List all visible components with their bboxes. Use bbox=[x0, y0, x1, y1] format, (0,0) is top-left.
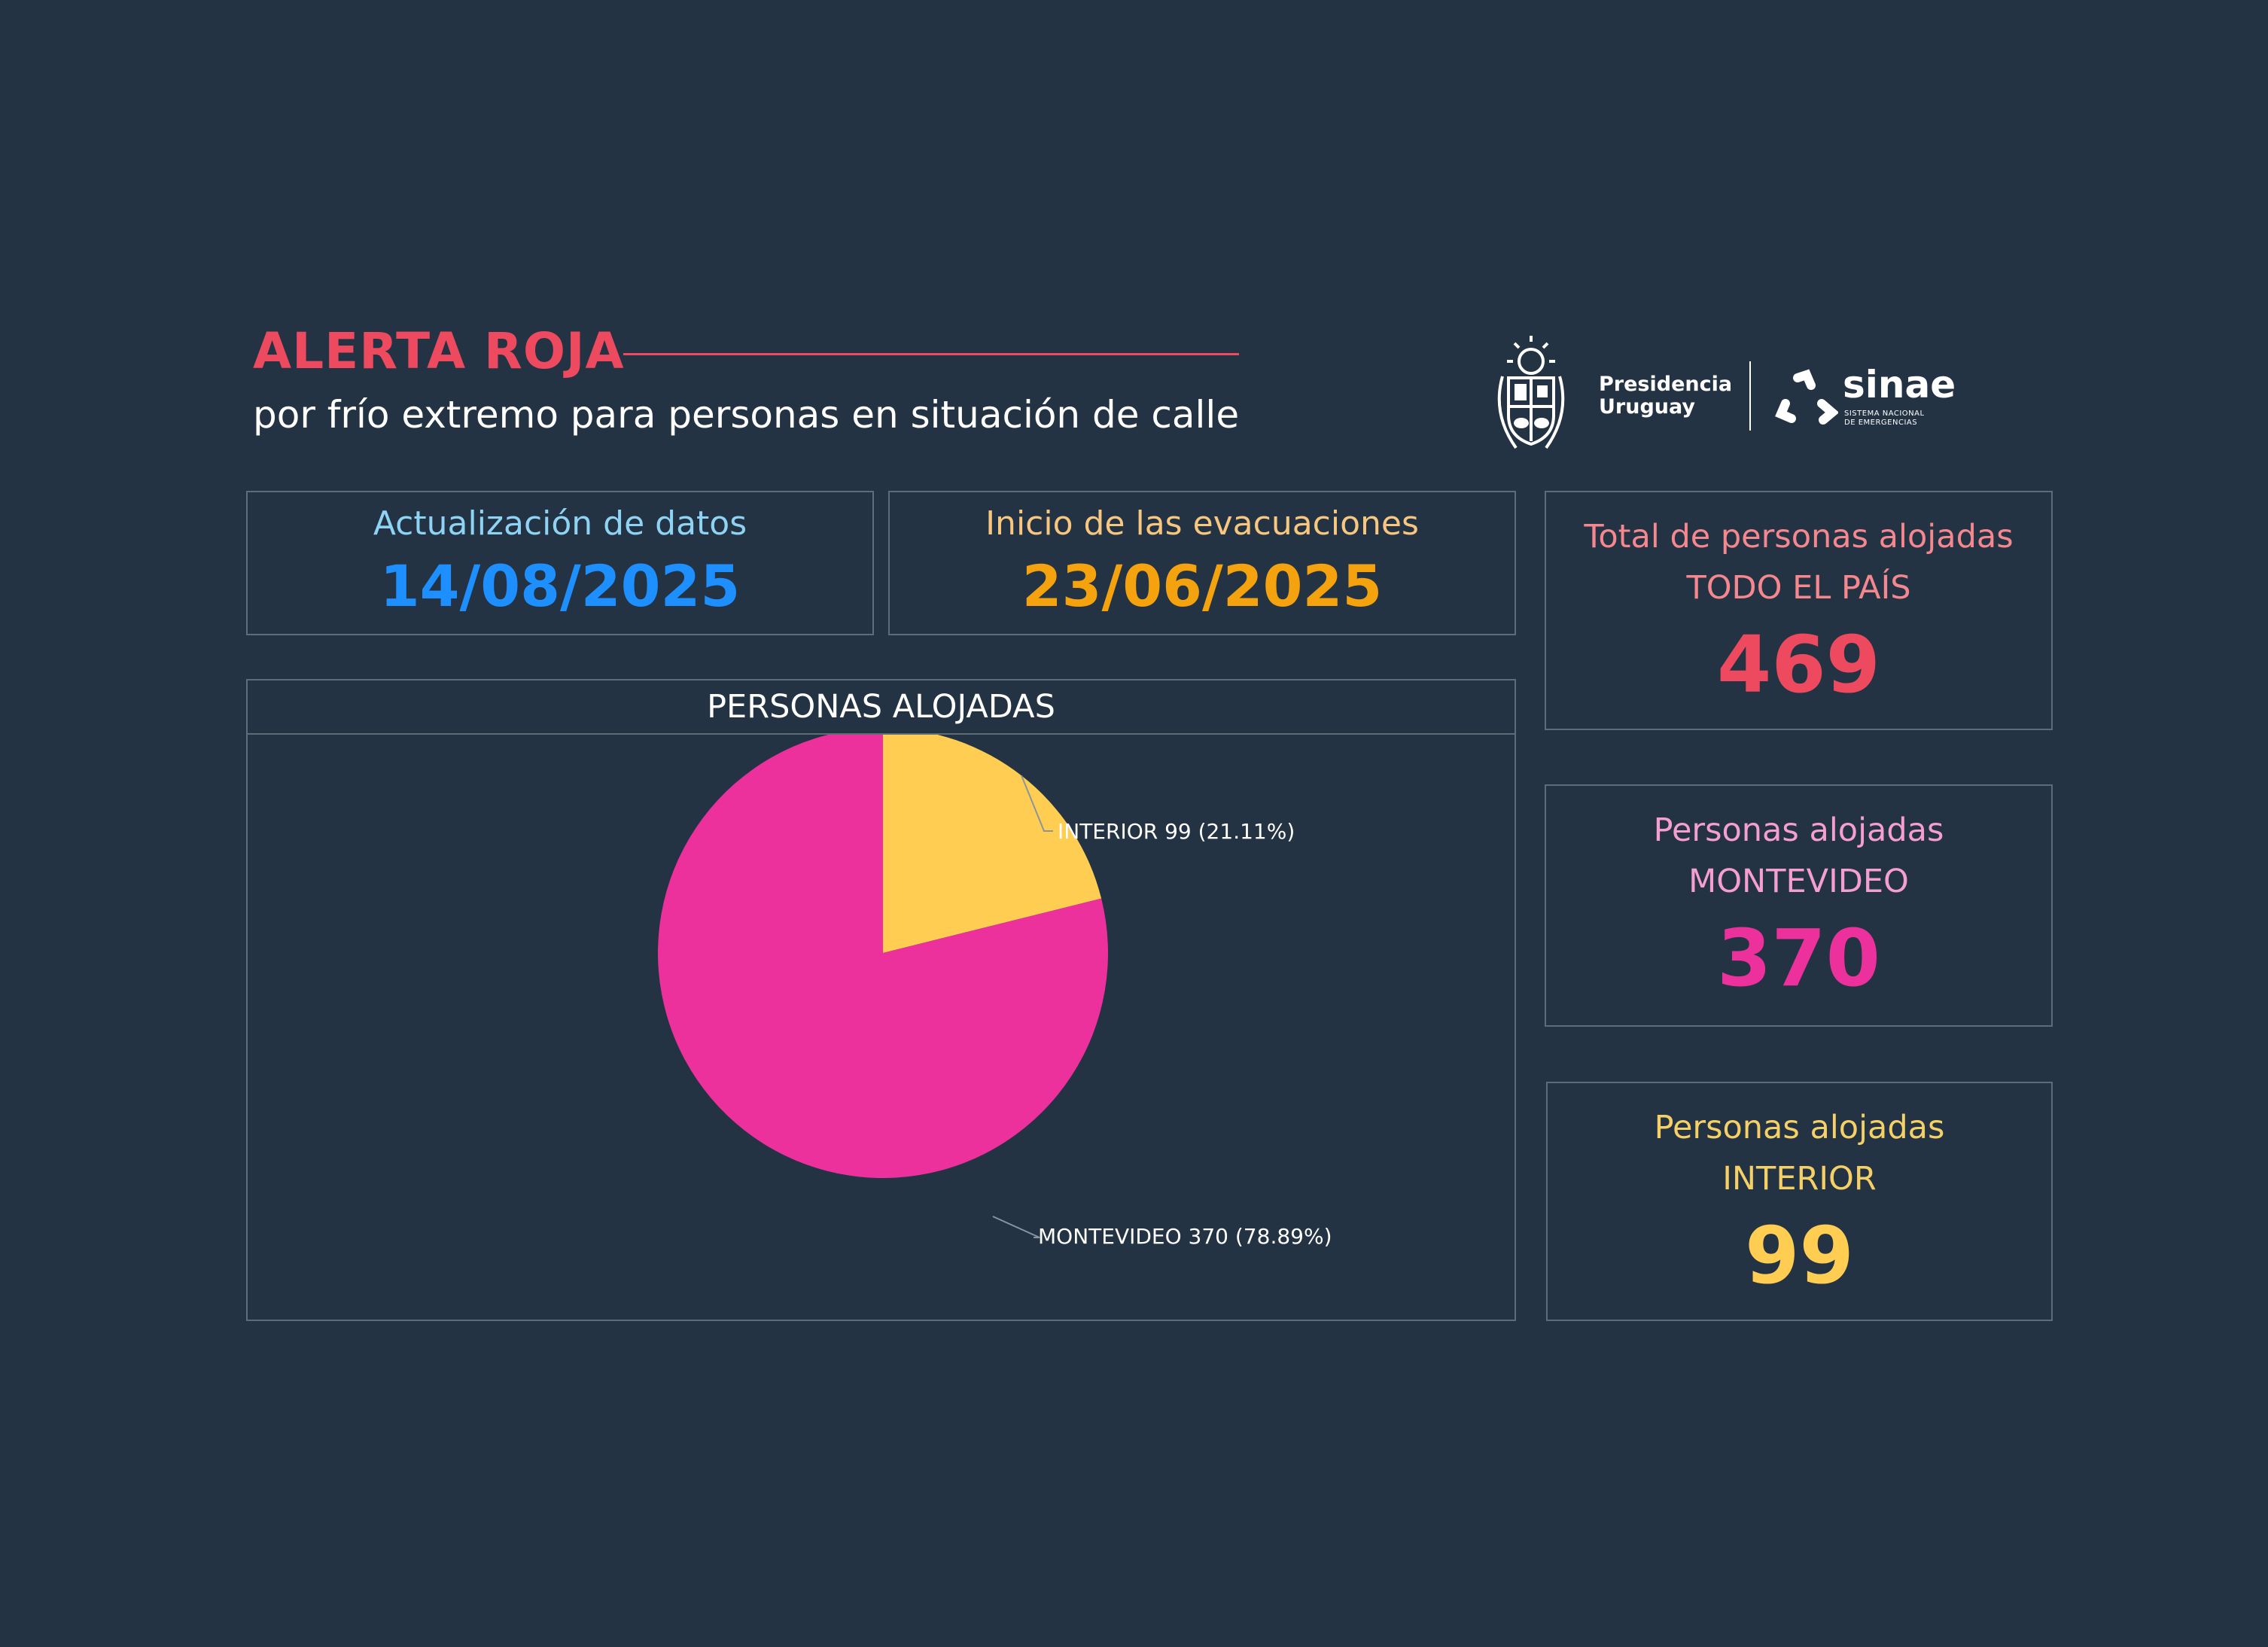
slice-label-interior: INTERIOR 99 (21.11%) bbox=[1058, 819, 1295, 844]
chart-title: PERSONAS ALOJADAS bbox=[707, 688, 1055, 726]
sinae-logo-icon bbox=[1775, 369, 1838, 425]
total-value: 469 bbox=[1716, 619, 1881, 711]
logo-divider bbox=[1749, 361, 1751, 431]
total-label: Total de personas alojadas bbox=[1584, 518, 2014, 556]
montevideo-stat-card: Personas alojadas MONTEVIDEO 370 bbox=[1545, 784, 2053, 1027]
update-date-value: 14/08/2025 bbox=[379, 553, 741, 620]
pie-chart: INTERIOR 99 (21.11%) MONTEVIDEO 370 (78.8… bbox=[658, 735, 1332, 1249]
alert-title: ALERTA ROJA bbox=[253, 322, 625, 380]
montevideo-value: 370 bbox=[1716, 912, 1881, 1004]
title-underline bbox=[623, 353, 1239, 355]
uruguay-coat-of-arms-icon bbox=[1497, 336, 1565, 449]
logos: Presidencia Uruguay sinae SISTEMA NACION… bbox=[1486, 331, 1956, 459]
sinae-subtitle: SISTEMA NACIONAL DE EMERGENCIAS bbox=[1844, 409, 1925, 427]
evacuation-start-card: Inicio de las evacuaciones 23/06/2025 bbox=[888, 491, 1516, 635]
montevideo-sublabel: MONTEVIDEO bbox=[1688, 863, 1909, 900]
chart-header: PERSONAS ALOJADAS bbox=[248, 680, 1515, 735]
total-stat-card: Total de personas alojadas TODO EL PAÍS … bbox=[1545, 491, 2053, 730]
alert-subtitle: por frío extremo para personas en situac… bbox=[253, 393, 1240, 437]
leader-line-interior bbox=[1021, 775, 1053, 832]
leader-line-montevideo bbox=[992, 1216, 1040, 1238]
pie-slice-interior[interactable] bbox=[883, 735, 1102, 953]
slice-label-montevideo: MONTEVIDEO 370 (78.89%) bbox=[1038, 1224, 1332, 1249]
pie-chart-card: PERSONAS ALOJADAS INTERIOR 99 (21.11%) MO… bbox=[246, 679, 1516, 1321]
evacuation-start-value: 23/06/2025 bbox=[1021, 553, 1383, 620]
sinae-wordmark: sinae bbox=[1843, 363, 1956, 406]
interior-stat-card: Personas alojadas INTERIOR 99 bbox=[1546, 1082, 2053, 1321]
presidencia-wordmark: Presidencia Uruguay bbox=[1599, 373, 1733, 419]
update-date-card: Actualización de datos 14/08/2025 bbox=[246, 491, 874, 635]
pie-slice-montevideo[interactable] bbox=[658, 735, 1109, 1178]
total-sublabel: TODO EL PAÍS bbox=[1686, 569, 1911, 607]
montevideo-label: Personas alojadas bbox=[1653, 811, 1944, 849]
interior-value: 99 bbox=[1745, 1210, 1854, 1301]
interior-label: Personas alojadas bbox=[1654, 1109, 1945, 1146]
evacuation-start-label: Inicio de las evacuaciones bbox=[985, 504, 1419, 543]
update-date-label: Actualización de datos bbox=[373, 504, 747, 543]
interior-sublabel: INTERIOR bbox=[1722, 1160, 1877, 1198]
